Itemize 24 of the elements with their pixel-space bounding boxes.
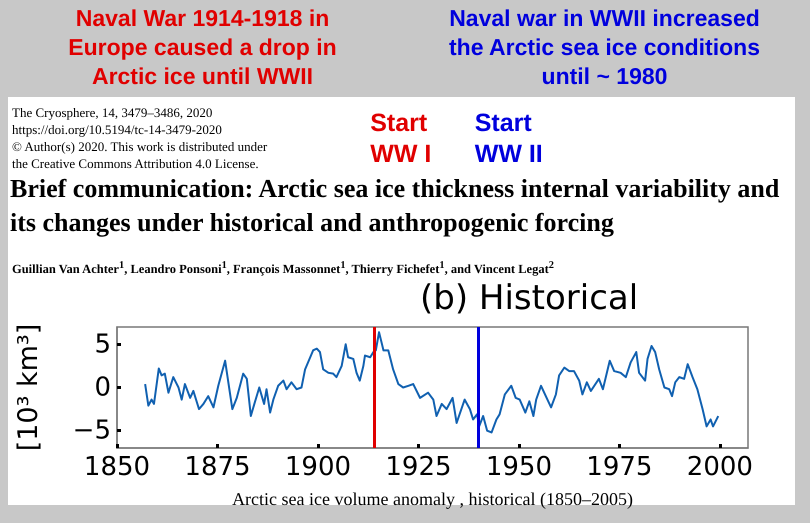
chart-subtitle: (b) Historical: [420, 278, 638, 318]
x-tick-label: 1950: [486, 452, 552, 482]
x-tick-label: 1875: [184, 452, 251, 482]
text: © Author(s) 2020. This work is distributed under: [12, 138, 268, 155]
text: https://doi.org/10.5194/tc-14-3479-2020: [12, 121, 222, 138]
y-tick-label: −5: [72, 416, 111, 446]
chart-title: Brief communication: Arctic sea ice thickness internal variability and its changes under historical and anthropogenic forcing: [10, 173, 780, 239]
x-tick-label: 2000: [686, 452, 753, 482]
text: Naval war in WWII increased the Arctic sea ice conditions until ~ 1980: [448, 4, 762, 91]
x-tick-label: 1850: [84, 452, 150, 482]
text: The Cryosphere, 14, 3479–3486, 2020: [12, 104, 212, 121]
x-tick-label: 1975: [586, 452, 652, 482]
x-tick-label: 1900: [284, 452, 352, 482]
line-series: [144, 331, 720, 434]
y-tick-label: 0: [94, 372, 111, 402]
text: the Creative Commons Attribution 4.0 License.: [12, 155, 259, 172]
ref-line-label: Start WW II: [474, 108, 543, 170]
x-axis-title: Arctic sea ice volume anomaly , historical (1850–2005): [232, 489, 633, 509]
y-tick-label: 5: [94, 329, 111, 360]
text: Guillian Van Achter$^{1}$, Leandro Ponsoni$^{1}$, François Massonnet$^{1}$, Thierry Fichefet$^{1}$, and Vincent Legat$^{2}$: [12, 260, 554, 276]
ref-line-label: Start WW I: [370, 108, 432, 170]
text: Naval War 1914-1918 in Europe caused a drop in Arctic ice until WWII: [67, 4, 338, 91]
y-axis-title: [10³ km³]: [13, 324, 44, 452]
x-tick-label: 1925: [385, 452, 452, 482]
